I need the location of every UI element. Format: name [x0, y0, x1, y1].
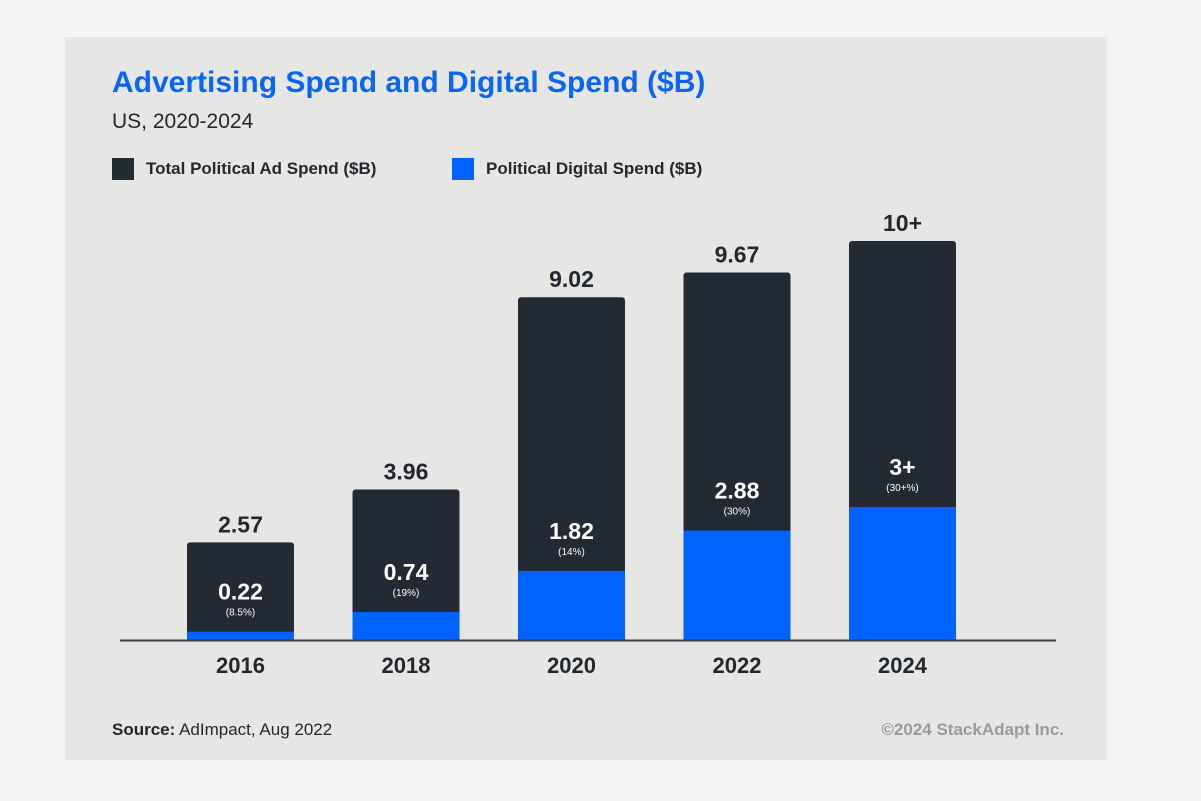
label-digital-2024: 3+: [889, 454, 915, 480]
x-tick-2020: 2020: [547, 653, 596, 678]
label-total-2018: 3.96: [384, 459, 429, 485]
source-label: Source:: [112, 720, 176, 739]
x-tick-2024: 2024: [878, 653, 928, 678]
label-share-2016: (8.5%): [226, 608, 255, 619]
bar-digital-2020: [518, 570, 625, 640]
legend-swatch-total: [112, 158, 134, 180]
legend-item-digital: Political Digital Spend ($B): [452, 158, 702, 180]
label-share-2018: (19%): [393, 588, 420, 599]
bar-digital-2024: [849, 507, 956, 640]
legend-label-digital: Political Digital Spend ($B): [486, 159, 703, 178]
source-text: AdImpact, Aug 2022: [175, 720, 333, 739]
label-digital-2020: 1.82: [549, 518, 594, 544]
label-share-2020: (14%): [558, 547, 585, 558]
label-share-2022: (30%): [724, 507, 751, 518]
x-tick-2016: 2016: [216, 653, 265, 678]
legend-item-total: Total Political Ad Spend ($B): [112, 158, 376, 180]
label-share-2024: (30+%): [886, 483, 919, 494]
label-digital-2022: 2.88: [715, 478, 760, 504]
bar-total-2020: [518, 297, 625, 640]
bar-digital-2022: [683, 530, 791, 640]
bar-total-2016: [187, 542, 294, 640]
x-tick-2022: 2022: [713, 653, 762, 678]
bar-digital-2018: [352, 611, 460, 640]
chart-title: Advertising Spend and Digital Spend ($B): [112, 66, 706, 99]
bar-total-2018: [352, 489, 460, 640]
label-digital-2016: 0.22: [218, 579, 263, 605]
x-tick-2018: 2018: [382, 653, 431, 678]
legend-label-total: Total Political Ad Spend ($B): [146, 159, 377, 178]
label-digital-2018: 0.74: [384, 559, 429, 585]
bar-digital-2016: [187, 631, 294, 640]
label-total-2024: 10+: [883, 210, 922, 236]
legend-swatch-digital: [452, 158, 474, 180]
label-total-2022: 9.67: [715, 242, 760, 268]
copyright: ©2024 StackAdapt Inc.: [881, 720, 1064, 739]
label-total-2020: 9.02: [549, 266, 594, 292]
chart-subtitle: US, 2020-2024: [112, 110, 254, 133]
label-total-2016: 2.57: [218, 511, 263, 537]
source-note: Source: AdImpact, Aug 2022: [112, 720, 332, 740]
